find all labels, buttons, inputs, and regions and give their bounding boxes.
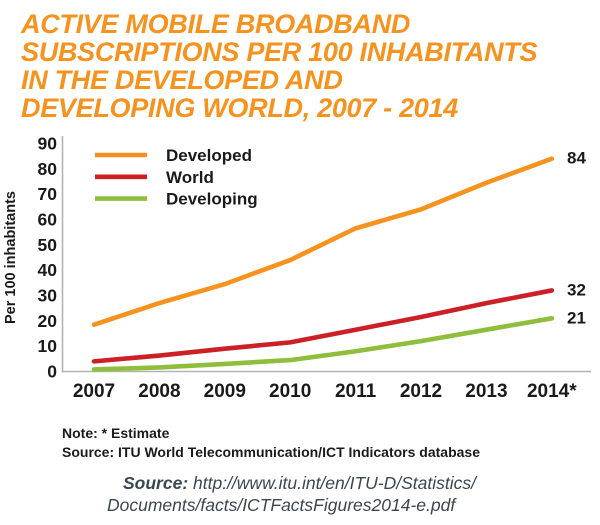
- end-value-label-developed: 84: [567, 149, 586, 168]
- y-tick-label: 30: [38, 286, 58, 306]
- legend-label-developing: Developing: [166, 190, 258, 209]
- citation: Source: http://www.itu.int/en/ITU-D/Stat…: [107, 472, 577, 516]
- chart-title: ACTIVE MOBILE BROADBAND SUBSCRIPTIONS PE…: [21, 10, 596, 122]
- y-axis-title: Per 100 inhabitants: [3, 191, 19, 324]
- note-estimate: Note: * Estimate: [62, 425, 170, 441]
- y-tick-label: 50: [38, 235, 58, 255]
- y-tick-label: 10: [38, 336, 58, 356]
- series-line-world: [91, 288, 555, 364]
- citation-line-1: Source: http://www.itu.int/en/ITU-D/Stat…: [107, 472, 577, 494]
- title-line-3: IN THE DEVELOPED AND: [21, 65, 343, 95]
- chart-area: 0 10 20 30 40 50 60 70 80 90 Per 100 inhabitants 20…: [0, 130, 600, 402]
- y-tick-label: 90: [38, 134, 58, 154]
- y-tick-label: 20: [38, 311, 58, 331]
- title-line-2: SUBSCRIPTIONS PER 100 INHABITANTS: [21, 37, 538, 67]
- citation-url-part2: Documents/facts/ICTFactsFigures2014-e.pd…: [107, 495, 456, 515]
- x-tick-label: 2012: [400, 381, 442, 402]
- y-tick-label: 0: [47, 362, 57, 382]
- x-tick-label: 2011: [335, 381, 377, 402]
- y-tick-label: 60: [38, 210, 58, 230]
- series-line-developing: [91, 316, 555, 372]
- x-tick-label: 2007: [73, 381, 115, 402]
- end-value-label-developing: 21: [567, 308, 586, 327]
- end-value-label-world: 32: [567, 280, 586, 299]
- legend-label-world: World: [166, 168, 214, 187]
- y-tick-label: 70: [38, 184, 58, 204]
- citation-url-part1: http://www.itu.int/en/ITU-D/Statistics/: [188, 473, 477, 493]
- x-tick-label: 2010: [269, 381, 311, 402]
- x-tick-label: 2008: [138, 381, 180, 402]
- x-tick-label: 2013: [465, 381, 507, 402]
- title-line-4: DEVELOPING WORLD, 2007 - 2014: [21, 93, 458, 123]
- x-tick-label: 2014*: [527, 381, 577, 402]
- y-tick-label: 80: [38, 159, 58, 179]
- title-line-1: ACTIVE MOBILE BROADBAND: [21, 9, 411, 39]
- legend-label-developed: Developed: [166, 146, 252, 165]
- chart-notes: Note: * Estimate Source: ITU World Telec…: [62, 424, 480, 462]
- citation-source-label: Source:: [123, 473, 189, 493]
- y-tick-label: 40: [38, 260, 58, 280]
- x-tick-label: 2009: [204, 381, 246, 402]
- note-source: Source: ITU World Telecommunication/ICT …: [62, 444, 480, 460]
- chart-svg: 0 10 20 30 40 50 60 70 80 90 Per 100 inhabitants 20…: [3, 134, 591, 402]
- series-line-developed: [91, 156, 555, 327]
